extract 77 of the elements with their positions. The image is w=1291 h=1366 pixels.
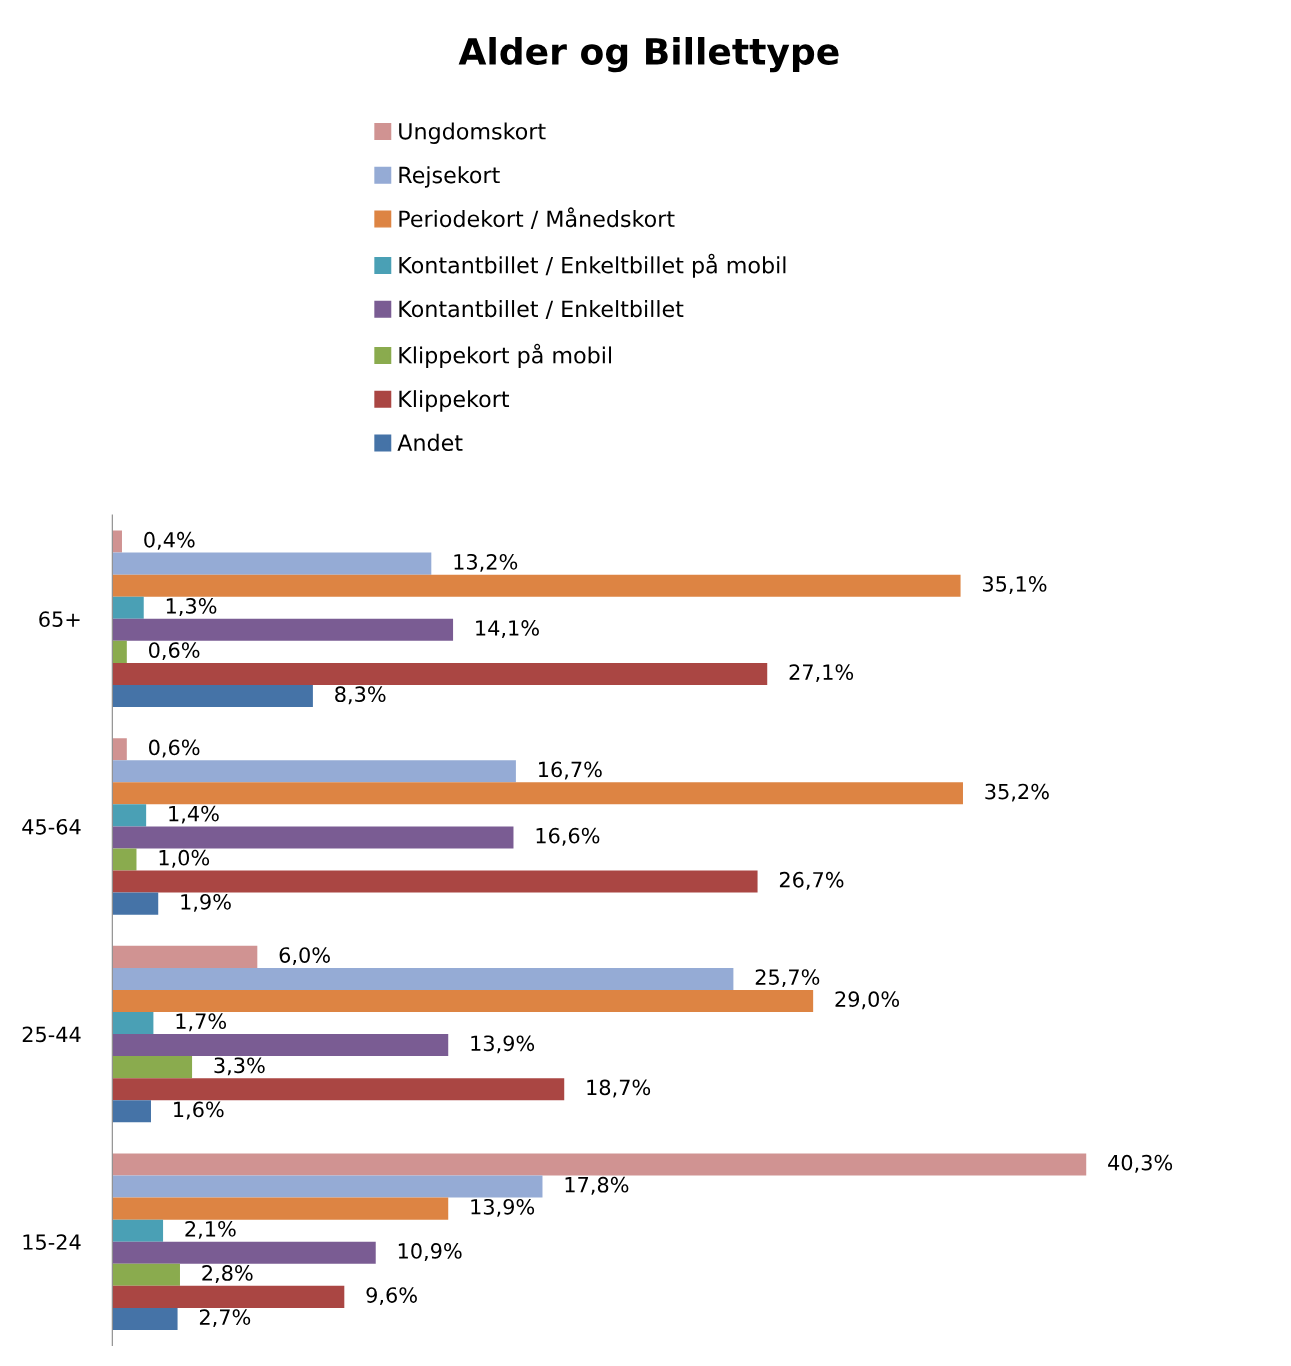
bar [112,1285,345,1308]
bar [112,1241,376,1264]
bar [112,1078,565,1101]
legend-label: Andet [397,433,463,452]
data-label: 35,1% [982,575,1047,594]
data-label: 0,4% [144,531,195,550]
legend-label: Klippekort på mobil [399,343,612,368]
legend-label: Rejsekort [399,166,500,188]
bar [112,848,137,871]
data-label: 10,9% [398,1243,462,1261]
data-label: 13,2% [454,553,518,572]
data-label: 1,3% [166,598,217,616]
legend-label: Ungdomskort [399,122,546,144]
bar [112,574,961,597]
data-label: 35,2% [985,783,1049,802]
bar [112,1100,151,1123]
data-label: 1,4% [169,805,219,824]
legend-label: Kontantbillet / Enkeltbillet [399,300,684,320]
data-label: 2,8% [202,1265,253,1283]
legend-label: Klippekort [399,390,510,412]
data-label: 8,3% [335,686,386,705]
bar [112,989,814,1012]
bar [112,552,432,575]
y-tick-label: 65+ [39,611,80,628]
data-label: 1,0% [159,849,210,868]
data-label: 17,8% [565,1176,629,1195]
bar [112,596,144,619]
bar [112,945,258,968]
bar [112,1197,449,1220]
data-label: 9,6% [366,1287,417,1306]
data-label: 1,9% [181,893,231,912]
bar [112,640,127,663]
data-label: 6,0% [279,947,330,966]
data-label: 16,6% [536,827,600,846]
data-label: 27,1% [789,664,854,683]
legend-label: Periodekort / Månedskort [399,207,675,229]
bar [112,1263,180,1286]
data-label: 13,9% [471,1035,535,1054]
bar [112,530,122,553]
y-tick-label: 45-64 [22,818,81,835]
bar [112,826,514,849]
bar [112,1034,449,1057]
bar [112,684,313,708]
bar [112,892,159,915]
bar [112,1056,193,1079]
y-tick-label: 15-24 [23,1234,81,1250]
data-label: 0,6% [149,642,200,661]
y-tick-label: 25-44 [22,1026,81,1043]
data-label: 14,1% [476,620,539,638]
bar [112,738,127,761]
data-label: 3,3% [214,1057,265,1076]
data-label: 29,0% [835,991,900,1010]
data-label: 26,7% [779,871,844,890]
bar [112,967,734,990]
data-label: 1,6% [174,1101,224,1120]
chart-title: Alder og Billettype [458,37,839,73]
bar [112,804,147,827]
data-label: 0,6% [149,739,200,758]
bar [112,1153,1087,1176]
bar [112,1219,164,1242]
bar [112,1307,178,1330]
bar [112,1175,543,1198]
data-label: 18,7% [587,1079,651,1098]
bar [112,870,758,893]
bar [112,782,963,805]
data-label: 13,9% [471,1198,535,1217]
data-label: 2,1% [185,1220,236,1239]
bar [112,1012,154,1035]
data-label: 1,7% [176,1013,227,1032]
bar [112,618,454,641]
bar [112,662,768,685]
bar [112,760,516,783]
legend-label: Kontantbillet / Enkeltbillet på mobil [399,253,786,278]
data-label: 2,7% [199,1309,251,1328]
data-label: 16,7% [539,761,602,780]
data-label: 40,3% [1108,1154,1173,1173]
data-label: 25,7% [755,969,820,988]
